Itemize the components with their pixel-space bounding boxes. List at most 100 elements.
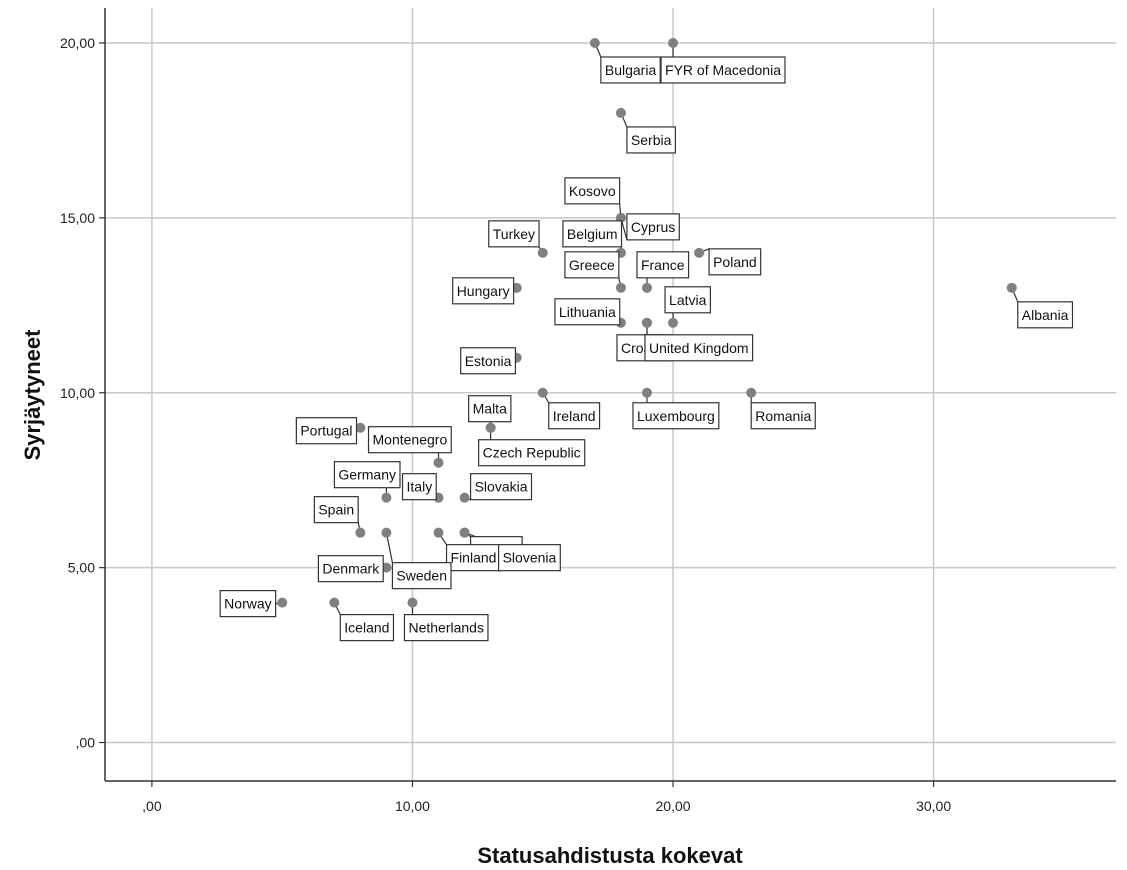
point-label-box (469, 473, 533, 501)
point-label-box (401, 473, 437, 501)
point-label: Belgium (562, 220, 623, 248)
x-tick-label: 30,00 (916, 798, 951, 814)
data-point (433, 527, 444, 538)
point-label-box (295, 417, 358, 445)
point-label-text: Serbia (631, 132, 672, 148)
point-label: Czech Republic (478, 439, 586, 467)
point-label: Lithuania (554, 298, 621, 326)
point-label-text: Poland (713, 254, 757, 270)
point-label-box (644, 334, 754, 362)
point-label-box (313, 496, 359, 524)
point-label-text: Netherlands (408, 620, 484, 636)
point-label-text: Albania (1022, 307, 1069, 323)
point-label: Ireland (548, 402, 601, 430)
point-labels: Bulgaria FYR of Macedonia Serbia Kosovo Cypr… (219, 56, 1074, 642)
point-label: France (636, 251, 690, 279)
data-point (615, 107, 626, 118)
point-label: Hungary (452, 277, 515, 305)
leader-line (385, 532, 394, 563)
point-label: Slovenia (497, 544, 561, 572)
point-label-box (333, 461, 401, 489)
data-point (1006, 282, 1017, 293)
data-point (485, 422, 496, 433)
point-label-text: Slovakia (475, 479, 528, 495)
data-point (381, 492, 392, 503)
data-point (746, 387, 757, 398)
point-label-box (636, 251, 690, 279)
point-label-box (600, 56, 661, 84)
data-point (615, 282, 626, 293)
point-label-box (554, 298, 621, 326)
point-label-text: Belgium (567, 226, 618, 242)
point-label-text: Lithuania (559, 304, 616, 320)
point-label: Turkey (488, 220, 540, 248)
x-tick-label: 20,00 (656, 798, 691, 814)
point-label: Serbia (626, 126, 676, 154)
data-point (381, 562, 392, 573)
point-label-box (391, 562, 452, 590)
point-label-text: Italy (407, 479, 433, 495)
point-label: Malta (468, 395, 512, 423)
point-label-text: Kosovo (569, 183, 616, 199)
point-label-box (632, 402, 720, 430)
point-label: Latvia (664, 286, 711, 314)
data-point (694, 247, 705, 258)
x-tick-label: ,00 (142, 798, 162, 814)
data-point (459, 492, 470, 503)
x-tick-label: 10,00 (395, 798, 430, 814)
point-label-text: Romania (755, 408, 811, 424)
point-label-box (460, 347, 516, 375)
point-label: Romania (750, 402, 816, 430)
point-label-text: Germany (338, 467, 396, 483)
point-label-box (626, 126, 676, 154)
point-label: Iceland (339, 614, 395, 642)
point-label-box (403, 614, 489, 642)
point-label-text: Latvia (669, 292, 707, 308)
point-label: Kosovo (564, 177, 621, 205)
data-point (641, 317, 652, 328)
data-point (641, 282, 652, 293)
point-label-text: France (641, 257, 685, 273)
point-label-box (497, 544, 561, 572)
data-point (589, 37, 600, 48)
point-label-text: Czech Republic (483, 445, 581, 461)
point-label-box (478, 439, 586, 467)
point-label: United Kingdom (644, 334, 754, 362)
point-label-box (317, 555, 384, 583)
point-label-text: Norway (224, 596, 271, 612)
point-label: Poland (708, 248, 762, 276)
point-label-text: Hungary (457, 283, 510, 299)
point-label-box (564, 251, 620, 279)
point-label-box (564, 177, 621, 205)
point-label-text: Ireland (553, 408, 596, 424)
point-label-box (708, 248, 762, 276)
point-label: Italy (401, 473, 437, 501)
y-tick-label: 10,00 (60, 385, 95, 401)
point-label-box (219, 590, 277, 618)
data-point (381, 527, 392, 538)
tick-labels: ,00 10,00 20,00 30,00 ,00 5,00 10,00 15,00 20,00 (60, 35, 951, 814)
point-label-box (1017, 301, 1074, 329)
data-point (277, 597, 288, 608)
point-label: Montenegro (367, 426, 452, 454)
point-label-box (468, 395, 512, 423)
data-point (668, 37, 679, 48)
point-label: Bulgaria (600, 56, 661, 84)
point-label-box (548, 402, 601, 430)
point-label-text: Portugal (300, 423, 352, 439)
point-label-box (562, 220, 623, 248)
point-label: Sweden (391, 562, 452, 590)
point-label: Finland (445, 544, 502, 572)
point-label: Germany (333, 461, 401, 489)
data-point (329, 597, 340, 608)
y-tick-label: ,00 (76, 735, 96, 751)
point-label-box (626, 213, 680, 241)
point-label-text: Cyprus (631, 219, 675, 235)
x-axis-title: Statusahdistusta kokevat (477, 843, 743, 868)
point-label: Denmark (317, 555, 384, 583)
y-tick-label: 15,00 (60, 210, 95, 226)
point-label: Netherlands (403, 614, 489, 642)
point-label-text: Estonia (465, 353, 512, 369)
